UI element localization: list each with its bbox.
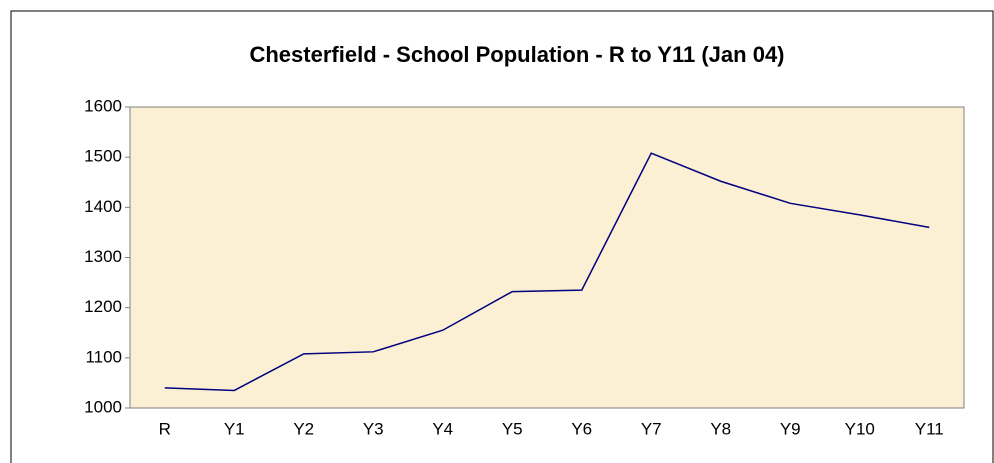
x-tick-label: Y6 bbox=[571, 419, 592, 438]
x-tick-label: Y5 bbox=[502, 419, 523, 438]
x-tick-label: Y1 bbox=[224, 419, 245, 438]
chart-title: Chesterfield - School Population - R to … bbox=[249, 42, 784, 67]
x-tick-label: Y9 bbox=[780, 419, 801, 438]
y-tick-label: 1000 bbox=[84, 397, 122, 416]
x-tick-label: R bbox=[159, 419, 171, 438]
x-tick-label: Y8 bbox=[710, 419, 731, 438]
y-tick-label: 1300 bbox=[84, 247, 122, 266]
x-tick-label: Y10 bbox=[845, 419, 875, 438]
y-tick-label: 1100 bbox=[85, 347, 122, 366]
y-tick-label: 1400 bbox=[84, 197, 122, 216]
y-tick-label: 1200 bbox=[84, 297, 122, 316]
y-tick-label: 1600 bbox=[84, 96, 122, 115]
x-tick-label: Y11 bbox=[915, 419, 944, 438]
y-tick-label: 1500 bbox=[84, 147, 122, 166]
x-tick-label: Y2 bbox=[293, 419, 314, 438]
x-tick-label: Y7 bbox=[641, 419, 662, 438]
data-line bbox=[164, 152, 930, 392]
plot-area bbox=[129, 106, 965, 409]
x-tick-label: Y3 bbox=[363, 419, 384, 438]
x-tick-label: Y4 bbox=[432, 419, 453, 438]
